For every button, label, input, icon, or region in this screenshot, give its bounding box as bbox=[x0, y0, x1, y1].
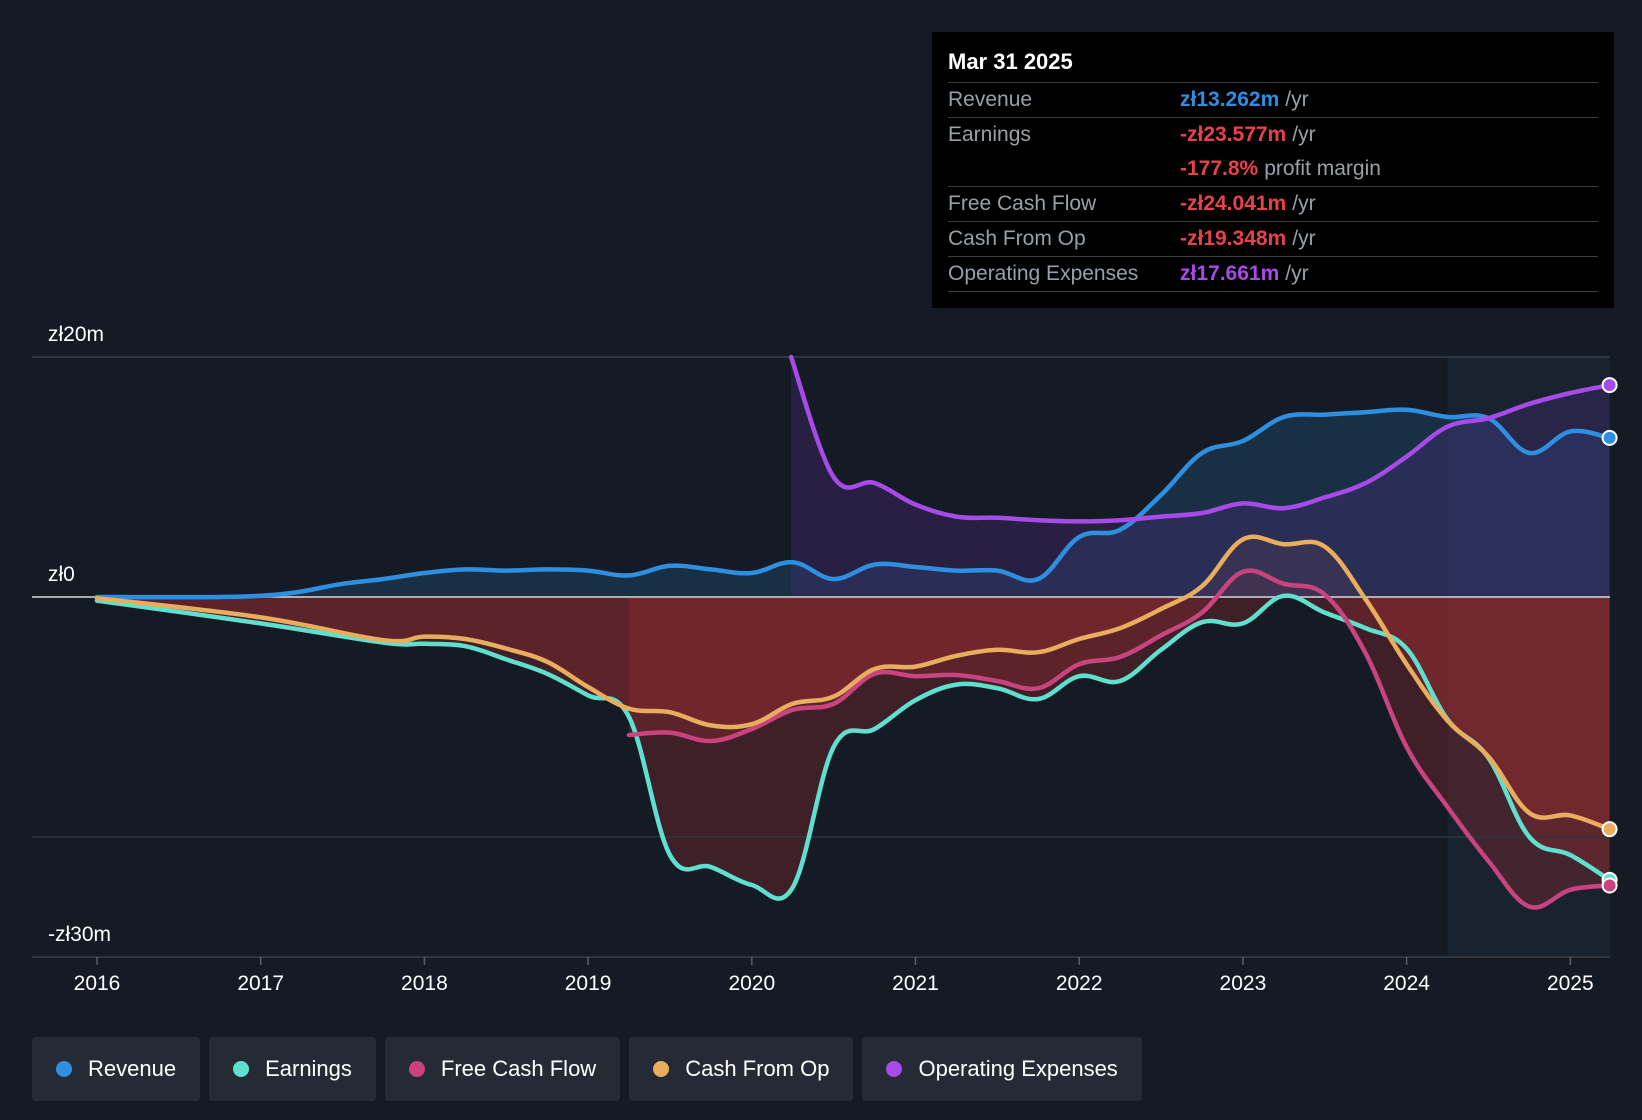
legend-dot-icon bbox=[56, 1061, 72, 1077]
legend-item-earnings[interactable]: Earnings bbox=[209, 1037, 376, 1101]
chart-legend: Revenue Earnings Free Cash Flow Cash Fro… bbox=[32, 1037, 1142, 1101]
y-tick-label: -zł30m bbox=[48, 923, 111, 946]
legend-dot-icon bbox=[886, 1061, 903, 1077]
tooltip-unit: /yr bbox=[1292, 192, 1316, 215]
y-axis-labels: zł20m zł0 -zł30m bbox=[48, 323, 111, 946]
legend-label: Earnings bbox=[265, 1056, 352, 1081]
tooltip-label: Cash From Op bbox=[948, 227, 1086, 250]
tooltip-value: -zł23.577m bbox=[1180, 123, 1287, 146]
series-end-marker-free-cash-flow bbox=[1601, 877, 1618, 894]
x-tick-label: 2022 bbox=[1056, 972, 1103, 995]
series-line-free-cash-flow bbox=[626, 568, 1612, 910]
x-tick-label: 2020 bbox=[728, 972, 775, 995]
x-axis-labels: 2016 2017 2018 2019 2020 2021 2022 2023 2024 2025 bbox=[74, 957, 1594, 995]
tooltip-value: zł17.661m bbox=[1180, 262, 1280, 285]
series-line-operating-expenses bbox=[788, 354, 1612, 524]
tooltip-value: zł13.262m bbox=[1180, 88, 1280, 111]
forecast-highlight-band bbox=[1447, 357, 1610, 957]
tooltip-label: Free Cash Flow bbox=[948, 192, 1097, 215]
x-tick-label: 2023 bbox=[1220, 972, 1267, 995]
series-end-marker-operating-expenses bbox=[1601, 377, 1618, 394]
series-line-revenue bbox=[94, 407, 1612, 600]
legend-label: Operating Expenses bbox=[918, 1056, 1118, 1081]
legend-item-cash-from-op[interactable]: Cash From Op bbox=[629, 1037, 854, 1101]
x-tick-label: 2019 bbox=[565, 972, 612, 995]
tooltip-row-earnings: Earnings -zł23.577m /yr bbox=[948, 117, 1598, 152]
legend-dot-icon bbox=[233, 1061, 250, 1077]
area-below-cash-from-op bbox=[97, 597, 1610, 830]
tooltip-label: Operating Expenses bbox=[948, 262, 1139, 285]
tooltip-date: Mar 31 2025 bbox=[948, 49, 1073, 74]
series-line-cash-from-op bbox=[94, 534, 1612, 832]
tooltip-row-revenue: Revenue zł13.262m /yr bbox=[948, 82, 1598, 117]
tooltip-unit: /yr bbox=[1292, 227, 1316, 250]
tooltip-unit: /yr bbox=[1292, 123, 1316, 146]
legend-item-operating-expenses[interactable]: Operating Expenses bbox=[862, 1037, 1142, 1101]
x-tick-label: 2018 bbox=[401, 972, 448, 995]
area-above-operating-expenses bbox=[791, 357, 1610, 597]
series-end-marker-revenue bbox=[1601, 429, 1618, 446]
tooltip-unit: profit margin bbox=[1264, 157, 1381, 180]
legend-item-free-cash-flow[interactable]: Free Cash Flow bbox=[384, 1037, 621, 1101]
y-tick-label: zł0 bbox=[48, 563, 75, 586]
tooltip-value: -zł19.348m bbox=[1180, 227, 1287, 250]
legend-dot-icon bbox=[408, 1061, 425, 1077]
x-tick-label: 2016 bbox=[74, 972, 121, 995]
tooltip-row-free-cash-flow: Free Cash Flow -zł24.041m /yr bbox=[948, 186, 1598, 221]
tooltip-row-profit-margin: -177.8% profit margin bbox=[948, 152, 1598, 186]
legend-label: Free Cash Flow bbox=[440, 1056, 597, 1081]
tooltip-unit: /yr bbox=[1285, 88, 1309, 111]
series-lines bbox=[94, 354, 1618, 910]
tooltip-row-operating-expenses: Operating Expenses zł17.661m /yr bbox=[948, 256, 1598, 292]
tooltip-value: -zł24.041m bbox=[1180, 192, 1287, 215]
hover-tooltip: Mar 31 2025 Revenue zł13.262m /yr Earnin… bbox=[932, 32, 1614, 308]
x-tick-label: 2025 bbox=[1547, 972, 1594, 995]
series-end-marker-cash-from-op bbox=[1601, 821, 1618, 838]
legend-label: Revenue bbox=[88, 1056, 177, 1081]
area-below-free-cash-flow bbox=[629, 597, 1610, 908]
x-tick-label: 2021 bbox=[892, 972, 939, 995]
tooltip-label: Revenue bbox=[948, 88, 1033, 111]
legend-label: Cash From Op bbox=[685, 1056, 830, 1081]
grid-lines bbox=[32, 356, 1610, 958]
tooltip-value: -177.8% bbox=[1180, 157, 1259, 180]
x-tick-label: 2024 bbox=[1383, 972, 1430, 995]
x-tick-label: 2017 bbox=[237, 972, 284, 995]
legend-dot-icon bbox=[653, 1061, 670, 1077]
tooltip-unit: /yr bbox=[1285, 262, 1309, 285]
y-tick-label: zł20m bbox=[48, 323, 104, 346]
tooltip-label: Earnings bbox=[948, 123, 1031, 146]
tooltip-row-cash-from-op: Cash From Op -zł19.348m /yr bbox=[948, 221, 1598, 256]
area-below-earnings bbox=[97, 597, 1610, 899]
legend-item-revenue[interactable]: Revenue bbox=[32, 1037, 201, 1101]
